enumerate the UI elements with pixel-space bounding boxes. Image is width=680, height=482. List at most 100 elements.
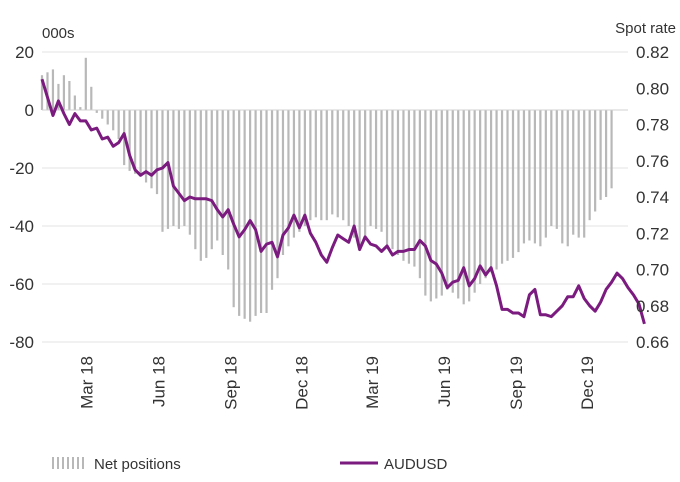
x-axis-tick-label: Sep 18	[221, 356, 240, 410]
net-position-bar	[232, 110, 235, 308]
right-axis-unit: Spot rate	[615, 20, 676, 37]
net-position-bar	[599, 110, 602, 200]
net-position-bar	[336, 110, 339, 218]
net-position-bar	[243, 110, 246, 319]
net-position-bar	[479, 110, 482, 284]
net-position-bar	[495, 110, 498, 270]
net-position-bar	[407, 110, 411, 264]
net-position-bar	[139, 110, 142, 177]
net-position-bar	[172, 110, 175, 226]
net-position-bar	[566, 110, 569, 247]
net-position-bar	[199, 110, 202, 261]
net-position-bar	[281, 110, 285, 255]
net-position-bar	[533, 110, 536, 244]
net-position-bar	[331, 110, 334, 215]
net-position-bar	[385, 110, 389, 247]
legend-bar-3	[62, 457, 64, 469]
net-position-bar	[577, 110, 580, 238]
net-position-bar	[144, 110, 148, 183]
net-position-bar	[51, 69, 55, 110]
net-position-bar	[188, 110, 191, 235]
net-position-bar	[117, 110, 120, 139]
audusd-line-group	[40, 78, 646, 325]
net-position-bar	[358, 110, 361, 250]
net-position-bar	[254, 110, 257, 316]
net-position-bar	[90, 86, 93, 110]
net-position-bar	[62, 75, 66, 110]
net-position-bar	[79, 107, 82, 110]
net-position-bar	[347, 110, 350, 226]
legend-bar-2	[57, 457, 59, 469]
left-axis-ticks: 20 0 -20 -40 -60 -80	[9, 43, 34, 352]
net-position-bar	[462, 110, 465, 305]
net-position-bar	[292, 110, 296, 238]
net-position-bar	[177, 110, 181, 229]
net-position-bar	[221, 110, 224, 255]
net-position-bar	[440, 110, 443, 296]
net-position-bar	[342, 110, 345, 221]
net-position-bar	[320, 110, 323, 221]
legend-net-positions-label: Net positions	[94, 456, 181, 473]
legend: Net positions AUDUSD	[52, 456, 448, 473]
x-axis-tick-label: Dec 19	[578, 356, 597, 410]
net-position-bar	[249, 110, 252, 322]
net-position-bar	[418, 110, 421, 279]
net-position-bar	[528, 110, 531, 241]
net-position-bar	[572, 110, 575, 235]
legend-bar-5	[72, 457, 74, 469]
net-position-bar	[544, 110, 547, 238]
right-axis-tick-label: 0.78	[636, 116, 669, 135]
x-axis-tick-label: Jun 19	[435, 356, 454, 407]
net-position-bar	[128, 110, 131, 171]
net-position-bar	[205, 110, 208, 258]
x-axis-tick-label: Sep 19	[507, 356, 526, 410]
left-axis-unit: 000s	[42, 25, 75, 42]
right-axis-tick-label: 0.82	[636, 43, 669, 62]
net-position-bar	[446, 110, 449, 290]
left-axis-tick-label: -60	[9, 275, 34, 294]
left-axis-tick-label: 0	[25, 101, 34, 120]
right-axis-tick-label: 0.72	[636, 224, 669, 243]
net-position-bar	[391, 110, 394, 250]
right-axis-tick-label: 0.66	[636, 333, 669, 352]
net-position-bar	[183, 110, 186, 226]
net-position-bar	[506, 110, 509, 261]
net-position-bar	[270, 110, 274, 290]
net-position-bar	[210, 110, 213, 250]
net-position-bar	[238, 110, 241, 316]
legend-bar-6	[77, 457, 79, 469]
net-position-bar	[489, 110, 493, 273]
net-position-bar	[106, 110, 109, 125]
net-position-bar	[161, 110, 164, 232]
left-axis-tick-label: 20	[15, 43, 34, 62]
net-position-bar	[155, 110, 159, 195]
left-axis-tick-label: -40	[9, 217, 34, 236]
net-position-bar	[95, 110, 98, 113]
net-position-bar	[298, 110, 301, 232]
net-position-bar	[473, 110, 476, 293]
left-axis-tick-label: -80	[9, 333, 34, 352]
net-position-bar	[194, 110, 197, 250]
right-axis-tick-label: 0.80	[636, 79, 669, 98]
net-position-bar	[402, 110, 405, 261]
x-axis-tick-label: Jun 18	[149, 356, 168, 407]
right-axis-tick-label: 0.70	[636, 261, 669, 280]
legend-bar-7	[82, 457, 84, 469]
net-position-bar	[276, 110, 279, 279]
net-position-bar	[374, 110, 378, 229]
net-position-bar	[112, 110, 115, 131]
legend-bar-4	[67, 457, 69, 469]
net-position-bar	[216, 110, 219, 241]
net-position-bar	[588, 110, 591, 221]
net-position-bar	[369, 110, 372, 226]
net-positions-bars	[40, 57, 613, 322]
net-position-bar	[325, 110, 328, 221]
right-axis-tick-label: 0.74	[636, 188, 669, 207]
x-axis-tick-label: Mar 18	[77, 356, 96, 409]
net-position-bar	[555, 110, 558, 229]
net-position-bar	[610, 110, 613, 189]
net-position-bar	[40, 75, 44, 110]
x-axis-tick-label: Mar 19	[363, 356, 382, 409]
